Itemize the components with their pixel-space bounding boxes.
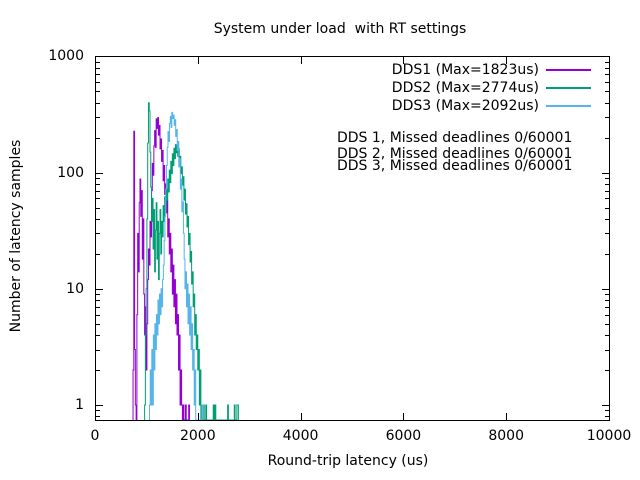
legend-line-sample <box>546 105 591 107</box>
y-tick-label-10: 10 <box>66 280 84 297</box>
x-tick-label-10000: 10000 <box>586 428 632 444</box>
y-tick-label-100: 100 <box>57 164 84 181</box>
legend-line-sample <box>546 87 591 89</box>
legend-line-sample <box>546 69 591 71</box>
x-tick-label-2000: 2000 <box>179 428 216 444</box>
legend-entry-dds1: DDS1 (Max=1823us) <box>392 61 591 79</box>
x-tick-label-8000: 8000 <box>488 428 524 444</box>
x-tick-label-6000: 6000 <box>385 428 422 444</box>
x-axis-label: Round-trip latency (us) <box>267 453 429 469</box>
legend-label: DDS2 (Max=2774us) <box>391 80 539 96</box>
series-dds3 <box>148 111 204 421</box>
y-tick-label-1000: 1000 <box>48 48 84 65</box>
annotation-missed-deadlines-2: DDS 2, Missed deadlines 0/60001 <box>337 146 573 162</box>
x-tick-label-0: 0 <box>90 428 100 444</box>
legend-entry-dds2: DDS2 (Max=2774us) <box>392 79 591 97</box>
legend: DDS1 (Max=1823us) DDS2 (Max=2774us) DDS3 (… <box>392 61 591 115</box>
legend-label: DDS1 (Max=1823us) <box>391 62 539 78</box>
axes-frame <box>95 56 610 421</box>
series-dds1 <box>132 117 190 421</box>
annotation-missed-deadlines-1: DDS 1, Missed deadlines 0/60001 <box>337 130 573 146</box>
y-tick-label-1: 1 <box>75 397 84 413</box>
x-tick-label-4000: 4000 <box>282 428 319 444</box>
chart-title: System under load with RT settings <box>213 21 467 37</box>
series-dds2 <box>144 102 239 421</box>
annotation-missed-deadlines-3: DDS 3, Missed deadlines 0/60001 <box>337 158 573 174</box>
legend-entry-dds3: DDS3 (Max=2092us) <box>392 97 591 115</box>
legend-label: DDS3 (Max=2092us) <box>391 98 539 114</box>
